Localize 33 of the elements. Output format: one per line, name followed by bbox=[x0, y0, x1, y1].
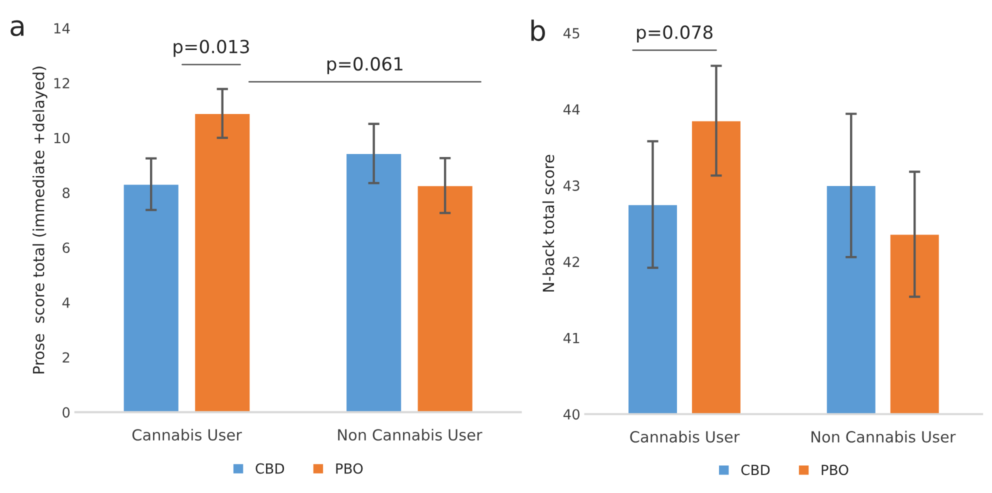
y-tick-label: 45 bbox=[563, 28, 580, 39]
x-tick-label: Non Cannabis User bbox=[338, 428, 482, 441]
legend-label: PBO bbox=[336, 463, 363, 474]
y-tick-label: 12 bbox=[54, 78, 70, 88]
y-axis-title: Prose score total (immediate +delayed) bbox=[32, 66, 48, 374]
annotation: p=0.078 bbox=[637, 25, 712, 43]
y-tick-label: 40 bbox=[563, 409, 580, 420]
y-tick-label: 4 bbox=[62, 298, 70, 308]
y-tick-label: 10 bbox=[54, 132, 70, 144]
x-tick-label: Cannabis User bbox=[132, 428, 242, 441]
bar bbox=[122, 184, 180, 412]
legend-label: CBD bbox=[741, 464, 770, 476]
legend-label: CBD bbox=[256, 463, 284, 474]
bar bbox=[345, 152, 402, 412]
annotation: p=0.013 bbox=[174, 40, 249, 57]
y-tick-label: 43 bbox=[563, 180, 580, 191]
y-tick-label: 44 bbox=[563, 104, 580, 115]
text: a bbox=[10, 20, 24, 36]
y-tick-label: 2 bbox=[62, 352, 70, 363]
bar bbox=[416, 185, 474, 412]
legend-label: PBO bbox=[822, 464, 848, 476]
y-tick-label: 41 bbox=[563, 333, 580, 344]
annotation: p=0.061 bbox=[327, 57, 402, 74]
text: b bbox=[531, 20, 545, 42]
y-tick-label: 14 bbox=[54, 23, 70, 34]
x-tick-label: Cannabis User bbox=[630, 430, 740, 443]
y-axis-title: N-back total score bbox=[542, 154, 554, 292]
y-tick-label: 8 bbox=[62, 188, 70, 198]
y-tick-label: 42 bbox=[563, 256, 580, 267]
bar bbox=[194, 112, 251, 412]
y-tick-label: 0 bbox=[62, 407, 70, 418]
x-tick-label: Non Cannabis User bbox=[812, 430, 956, 443]
y-tick-label: 6 bbox=[62, 242, 70, 254]
